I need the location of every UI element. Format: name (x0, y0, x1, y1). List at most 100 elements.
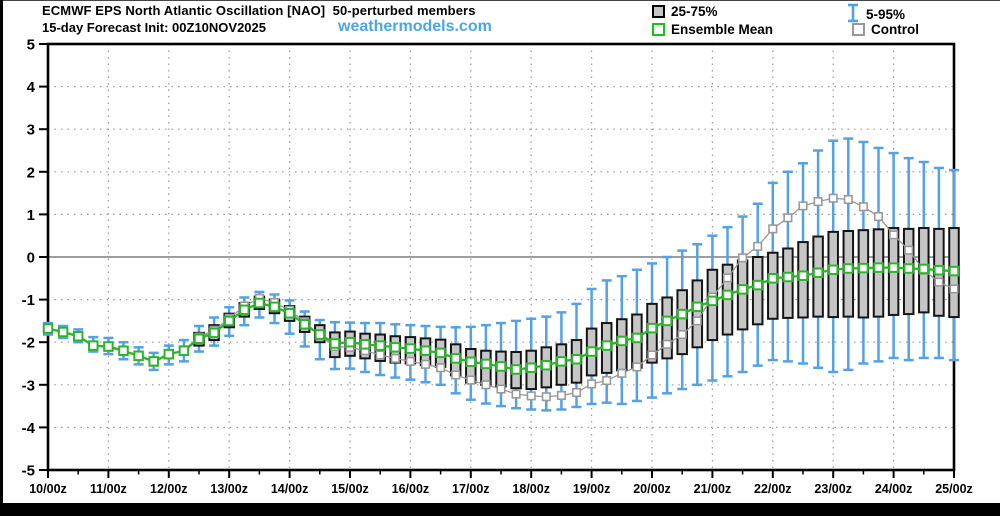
control-marker (420, 359, 431, 369)
mean-marker (661, 315, 673, 327)
legend-item-25-75: 25-75% (652, 4, 718, 19)
control-marker (390, 353, 400, 363)
control-marker (375, 350, 385, 360)
y-tick-label: -5 (22, 463, 35, 480)
mean-marker (163, 348, 175, 360)
mean-marker (118, 345, 129, 356)
y-tick-label: -1 (22, 292, 35, 309)
iqr-box (676, 289, 688, 356)
control-marker (466, 375, 476, 385)
control-marker (768, 224, 778, 234)
mean-marker (782, 271, 794, 283)
mean-marker (314, 329, 326, 340)
mean-marker (812, 267, 824, 279)
control-marker (828, 193, 838, 203)
control-marker (587, 379, 597, 389)
x-tick-label: 21/00z (694, 482, 732, 496)
x-tick-label: 22/00z (754, 482, 792, 496)
iqr-box (691, 279, 704, 349)
x-tick-label: 24/00z (875, 482, 913, 496)
iqr-box (782, 247, 794, 319)
y-tick-label: 1 (27, 207, 35, 224)
control-marker (617, 368, 627, 378)
x-tick-label: 20/00z (633, 482, 671, 496)
y-tick-label: 3 (27, 122, 35, 139)
control-marker (526, 391, 536, 401)
y-tick-label: -4 (22, 420, 36, 437)
mean-marker (57, 326, 69, 338)
mean-marker (737, 284, 748, 295)
control-marker (556, 390, 566, 401)
mean-marker (193, 333, 205, 345)
y-tick-label: 4 (27, 79, 36, 96)
mean-marker (374, 340, 386, 351)
bottom-edge (0, 503, 1000, 516)
control-marker (602, 375, 612, 386)
whisker-swatch-icon (846, 2, 860, 27)
mean-marker (269, 301, 280, 313)
mean-marker (284, 307, 295, 319)
control-marker (481, 380, 491, 390)
mean-marker (933, 264, 945, 276)
watermark-link[interactable]: weathermodels.com (338, 18, 492, 35)
mean-marker (88, 340, 99, 351)
control-marker (647, 350, 657, 360)
legend-label: Ensemble Mean (671, 22, 774, 37)
mean-marker (888, 262, 899, 273)
x-tick-label: 16/00z (392, 482, 430, 496)
control-marker (541, 392, 551, 402)
mean-marker (465, 356, 477, 368)
control-marker (662, 339, 672, 349)
x-tick-label: 11/00z (90, 482, 127, 496)
control-marker (436, 363, 446, 373)
mean-marker (767, 273, 779, 284)
control-marker (873, 211, 884, 222)
legend-label: Control (871, 22, 919, 37)
x-tick-label: 12/00z (150, 482, 188, 496)
iqr-box (767, 251, 779, 320)
mean-marker (676, 308, 688, 320)
chart-title: ECMWF EPS North Atlantic Oscillation [NA… (42, 3, 476, 18)
mean-marker (495, 361, 507, 372)
mean-marker (42, 323, 54, 334)
control-marker (405, 356, 415, 366)
control-marker (858, 202, 868, 212)
mean-marker (390, 342, 401, 353)
iqr-box (661, 296, 673, 360)
legend-label: 25-75% (671, 4, 718, 19)
x-tick-label: 14/00z (271, 482, 309, 496)
control-marker (451, 370, 461, 380)
legend-item-control: Control (852, 22, 919, 37)
control-marker (571, 387, 582, 398)
mean-marker (843, 263, 854, 274)
mean-swatch-icon (652, 23, 665, 36)
mean-marker (299, 319, 310, 330)
mean-marker (556, 356, 567, 367)
mean-marker (510, 364, 522, 375)
x-tick-label: 10/00z (29, 482, 67, 496)
mean-marker (450, 353, 461, 364)
iqr-box (842, 230, 855, 318)
control-marker (843, 194, 853, 205)
control-marker (934, 277, 944, 287)
mean-marker (948, 265, 960, 277)
iqr-box (736, 259, 749, 331)
y-tick-label: -3 (22, 377, 35, 394)
y-tick-label: 5 (27, 37, 35, 54)
x-tick-label: 19/00z (573, 482, 611, 496)
iqr-box (751, 256, 764, 326)
mean-marker (359, 339, 371, 350)
control-marker (496, 384, 506, 394)
mean-marker (722, 289, 733, 301)
mean-marker (72, 330, 84, 342)
x-tick-label: 13/00z (210, 482, 248, 496)
top-edge (0, 0, 1000, 1)
mean-marker (435, 347, 446, 359)
mean-marker (616, 335, 628, 347)
control-marker (677, 329, 687, 340)
control-swatch-icon (852, 23, 865, 36)
mean-marker (344, 336, 356, 348)
mean-marker (903, 263, 914, 274)
chart-subtitle: 15-day Forecast Init: 00Z10NOV2025 (42, 20, 266, 35)
mean-marker (707, 295, 718, 307)
